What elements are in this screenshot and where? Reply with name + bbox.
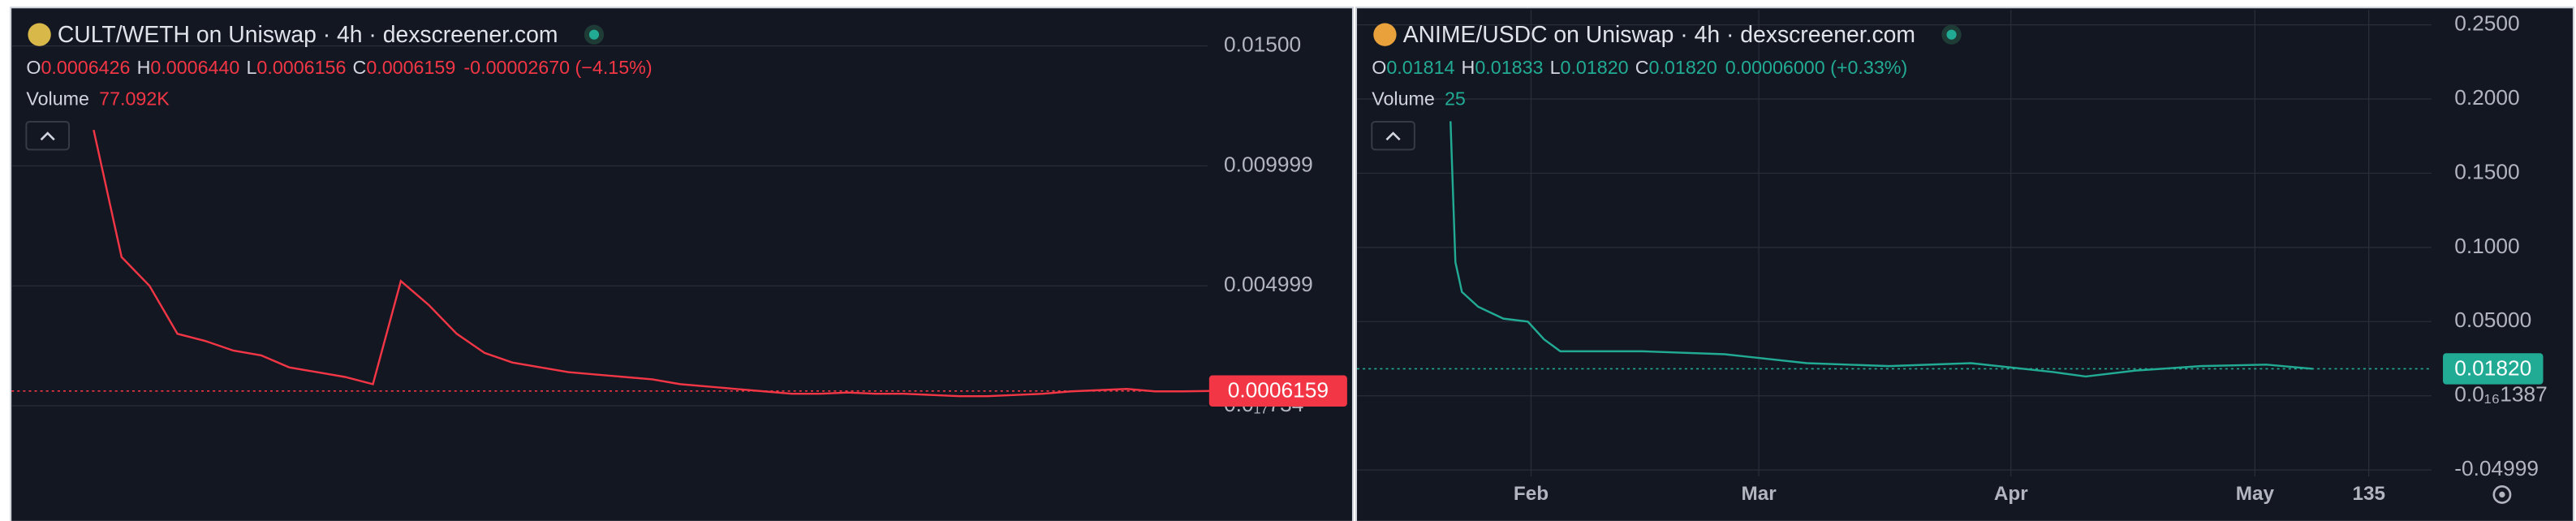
last-price-label: 0.0006159 [1228,378,1329,403]
ohlc-key: H [1462,57,1475,78]
y-tick-label: 0.01500 [1224,32,1301,57]
panel [1355,6,2574,521]
ohlc-key: H [137,57,151,78]
ohlc-value: 0.0006426 [41,57,130,78]
chevron-icon[interactable] [40,131,55,141]
x-tick-label: Feb [1514,483,1549,505]
ohlc-value: 0.01833 [1475,57,1543,78]
y-tick-label: 0.05000 [2454,308,2531,332]
y-tick-label: 0.2500 [2454,11,2519,36]
ohlc-key: O [26,57,41,78]
button-box[interactable] [1371,120,1415,151]
panel [10,6,1354,521]
collapse-button[interactable] [1371,120,1415,151]
volume-row: Volume 25 [1372,88,1466,110]
y-tick-label: 0.1000 [2454,234,2519,258]
volume-row: Volume 77.092K [26,88,170,110]
ohlc-key: O [1372,57,1386,78]
ohlc-value: 0.01814 [1386,57,1454,78]
token-icon [28,23,51,46]
gear-icon[interactable] [2492,485,2512,504]
volume-value: 77.092K [99,88,170,110]
y-tick-label: 0.009999 [1224,152,1313,176]
chart-title: CULT/WETH on Uniswap · 4h · dexscreener.… [58,22,558,48]
ohlc-value: 0.0006159 [366,57,455,78]
volume-value: 25 [1445,88,1466,110]
y-tick-label: 0.0₁₆1387 [2454,382,2548,407]
chart-panel: 0.2500 0.2000 0.1500 0.1000 0.05000 0.0₁₆1387… [1357,10,2548,505]
x-tick-label: May [2236,483,2275,505]
ohlc-value: 0.01820 [1561,57,1629,78]
y-tick-label: 0.1500 [2454,159,2519,183]
last-price-label: 0.01820 [2454,355,2531,380]
chevron-icon[interactable] [1385,131,1401,141]
status-dot [588,29,600,40]
ohlc-value: 0.01820 [1649,57,1717,78]
ohlc-value: 0.0006440 [150,57,239,78]
last-price-tag [1208,375,1347,407]
price-line [1450,121,2313,378]
change: -0.00002670 (−4.15%) [463,57,652,78]
collapse-button[interactable] [25,120,71,151]
change: 0.00006000 (+0.33%) [1725,57,1907,78]
ohlc-key: C [353,57,367,78]
x-tick-label: 135 [2352,483,2385,505]
y-tick-label: -0.04999 [2454,456,2539,480]
last-price-tag [2443,353,2544,385]
price-line [93,129,1211,398]
ohlc-value: 0.0006156 [256,57,346,78]
x-tick-label: Mar [1741,483,1777,505]
ohlc-key: C [1635,57,1649,78]
x-tick-label: Apr [1994,483,2028,505]
volume-label: Volume [1372,88,1435,110]
volume-label: Volume [26,88,89,110]
chart-title: ANIME/USDC on Uniswap · 4h · dexscreener… [1403,22,1915,48]
y-tick-label: 0.2000 [2454,85,2519,110]
gear-hub[interactable] [2499,491,2505,498]
button-box[interactable] [25,120,71,151]
ohlc-key: L [1550,57,1561,78]
ohlc-row: O0.0006426 H0.0006440 L0.0006156 C0.0006159… [26,57,652,78]
y-tick-label: 0.004999 [1224,272,1313,296]
ohlc-row: O0.01814 H0.01833 L0.01820 C0.01820 0.000060… [1372,57,1907,78]
status-dot [1946,29,1957,40]
ohlc-key: L [246,57,256,78]
token-icon [1373,23,1397,46]
chart-panel: 0.015000.0099990.0049990.0₁₇7340.0006159… [11,22,1347,416]
settings-button[interactable] [2492,485,2512,504]
